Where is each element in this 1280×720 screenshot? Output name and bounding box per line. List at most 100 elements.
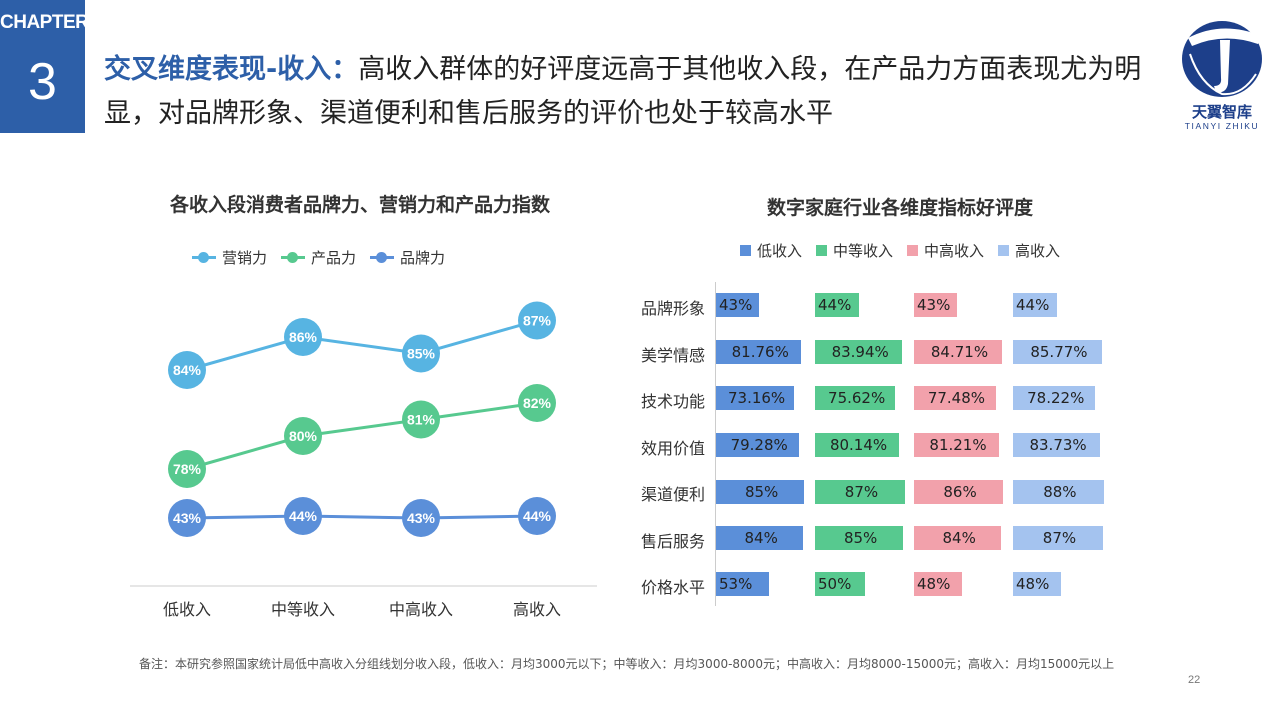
- legend-label-mid-income: 中等收入: [833, 242, 894, 260]
- x-axis-tick-label: 低收入: [162, 600, 211, 619]
- legend-label-low-income: 低收入: [757, 242, 803, 260]
- series-line: [186, 319, 538, 372]
- bar-row-label: 价格水平: [640, 578, 705, 597]
- page-title-bold: 交叉维度表现-收入：: [104, 54, 359, 85]
- bar: 78.22%: [1013, 386, 1096, 410]
- legend-label-marketing: 营销力: [222, 249, 268, 267]
- data-point: [168, 351, 206, 389]
- chapter-label: CHAPTER: [0, 12, 89, 33]
- bar: 43%: [716, 293, 759, 317]
- data-point: [402, 499, 440, 537]
- x-axis-tick-label: 中高收入: [388, 600, 453, 619]
- bar: 85%: [716, 480, 805, 504]
- bar: 75.62%: [815, 386, 896, 410]
- legend-swatch: [907, 245, 919, 256]
- bar: 50%: [815, 572, 865, 596]
- legend-item-mid-income: 中等收入: [816, 240, 893, 261]
- data-point: [284, 318, 322, 356]
- bar-chart-axis: [715, 282, 716, 606]
- bar-chart-legend: 低收入 中等收入 中高收入 高收入: [740, 240, 1074, 261]
- data-label: 82%: [523, 395, 552, 411]
- bar: 48%: [914, 572, 962, 596]
- legend-line-marker: [281, 252, 306, 263]
- bar: 81.76%: [716, 340, 802, 364]
- bar: 84.71%: [914, 340, 1002, 364]
- data-label: 44%: [289, 508, 318, 524]
- bar: 53%: [716, 572, 769, 596]
- legend-line-marker: [192, 252, 216, 263]
- data-point: [518, 301, 556, 340]
- legend-label-high-income: 高收入: [1015, 242, 1061, 260]
- legend-label-midhigh-income: 中高收入: [924, 242, 985, 260]
- logo-subtitle: TIANYI ZHIKU: [1184, 121, 1260, 131]
- legend-item-product: 产品力: [281, 247, 356, 268]
- legend-item-brand: 品牌力: [370, 247, 445, 268]
- bar-row-label: 美学情感: [640, 346, 705, 365]
- bar: 88%: [1013, 480, 1104, 504]
- data-point: [518, 497, 556, 535]
- page-number: 22: [1188, 674, 1201, 686]
- bar: 84%: [716, 526, 804, 550]
- legend-label-brand: 品牌力: [400, 249, 446, 267]
- data-point: [518, 384, 556, 422]
- page-title: 交叉维度表现-收入：高收入群体的好评度远高于其他收入段，在产品力方面表现尤为明显…: [104, 48, 1164, 136]
- bar: 87%: [815, 480, 905, 504]
- data-label: 85%: [407, 346, 436, 362]
- legend-item-low-income: 低收入: [740, 240, 802, 261]
- legend-swatch: [740, 245, 751, 256]
- bar-chart-title: 数字家庭行业各维度指标好评度: [766, 197, 1033, 219]
- bar-row-label: 效用价值: [640, 439, 705, 458]
- data-label: 43%: [407, 510, 436, 526]
- legend-item-high-income: 高收入: [998, 240, 1060, 261]
- footnote: 备注：本研究参照国家统计局低中高收入分组线划分收入段，低收入：月均3000元以下…: [139, 657, 1115, 671]
- bar: 79.28%: [716, 433, 800, 457]
- data-label: 43%: [173, 510, 202, 526]
- legend-label-product: 产品力: [311, 249, 357, 267]
- bar-row-label: 渠道便利: [640, 485, 705, 504]
- bar-row-label: 售后服务: [640, 532, 705, 551]
- bar: 73.16%: [716, 386, 795, 410]
- data-point: [168, 499, 206, 537]
- data-label: 80%: [289, 428, 318, 444]
- bar-row-label: 品牌形象: [640, 299, 705, 318]
- bar: 81.21%: [914, 433, 1000, 457]
- data-label: 87%: [523, 313, 552, 329]
- line-chart-title: 各收入段消费者品牌力、营销力和产品力指数: [169, 194, 550, 216]
- data-point: [284, 417, 322, 455]
- bar: 84%: [914, 526, 1002, 550]
- series-line: [186, 401, 538, 471]
- legend-item-marketing: 营销力: [192, 247, 267, 268]
- bar: 44%: [815, 293, 859, 317]
- legend-line-marker: [370, 252, 395, 263]
- x-axis-tick-label: 中等收入: [270, 600, 335, 619]
- line-chart-legend: 营销力 产品力 品牌力: [192, 247, 459, 268]
- bar: 85%: [815, 526, 904, 550]
- data-label: 44%: [523, 508, 552, 524]
- bar: 48%: [1013, 572, 1061, 596]
- data-label: 78%: [173, 461, 202, 477]
- x-axis-tick-label: 高收入: [512, 600, 561, 619]
- data-point: [168, 450, 206, 488]
- data-label: 81%: [407, 412, 436, 428]
- chapter-number: 3: [28, 53, 57, 111]
- data-label: 86%: [289, 329, 318, 345]
- bar: 83.73%: [1013, 433, 1101, 457]
- bar: 83.94%: [815, 340, 903, 364]
- chapter-badge: CHAPTER 3: [0, 0, 89, 133]
- legend-item-midhigh-income: 中高收入: [907, 240, 984, 261]
- data-point: [402, 400, 440, 439]
- bar: 85.77%: [1013, 340, 1102, 364]
- legend-swatch: [816, 245, 828, 256]
- bar: 80.14%: [815, 433, 900, 457]
- logo-name: 天翼智库: [1191, 103, 1252, 121]
- data-label: 84%: [173, 362, 202, 378]
- bar: 87%: [1013, 526, 1103, 550]
- bar: 77.48%: [914, 386, 996, 410]
- data-point: [402, 334, 440, 373]
- series-line: [186, 514, 538, 520]
- data-point: [284, 497, 322, 535]
- tianyi-logo-icon: [1182, 21, 1262, 97]
- legend-swatch: [998, 245, 1010, 256]
- bar-row-label: 技术功能: [640, 392, 705, 411]
